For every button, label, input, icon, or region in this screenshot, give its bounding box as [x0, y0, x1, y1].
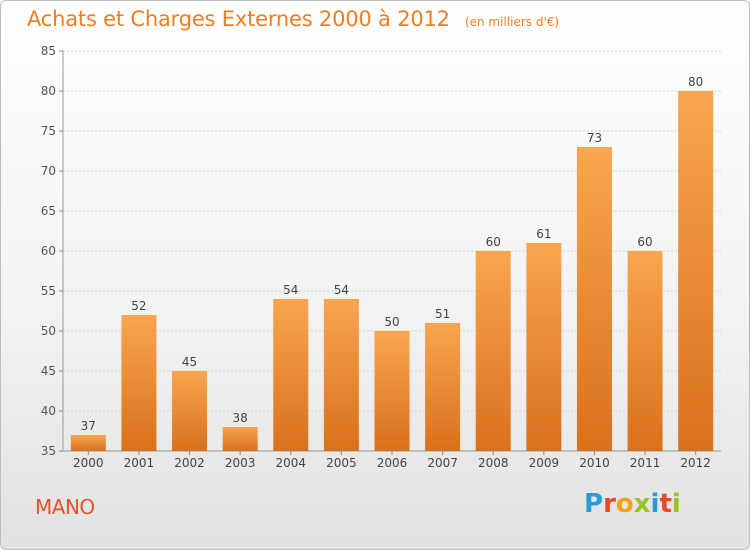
chart-title: Achats et Charges Externes 2000 à 2012 (…	[27, 7, 559, 31]
bar-2001	[121, 315, 157, 451]
value-label-2005: 54	[334, 283, 349, 297]
y-tick-label: 80	[41, 84, 56, 98]
data-labels: 37 52 45 38 54 54 50 51 60 61 73 60 80	[81, 75, 704, 433]
x-tick-label: 2000	[73, 456, 104, 470]
y-tick-label: 70	[41, 164, 56, 178]
proxiti-logo: Proxiti	[584, 489, 681, 519]
logo-letter: i	[671, 489, 681, 519]
value-label-2012: 80	[688, 75, 703, 89]
value-label-2010: 73	[587, 131, 602, 145]
bar-2011	[627, 251, 663, 451]
bar-2008	[475, 251, 511, 451]
x-tick-label: 2012	[680, 456, 711, 470]
x-tick-label: 2003	[225, 456, 256, 470]
value-label-2009: 61	[536, 227, 551, 241]
x-tick-label: 2009	[529, 456, 560, 470]
value-label-2003: 38	[233, 411, 248, 425]
x-tick-label: 2008	[478, 456, 509, 470]
x-tick-label: 2010	[579, 456, 610, 470]
bar-2000	[70, 435, 106, 451]
logo-letter: r	[603, 489, 616, 519]
value-label-2004: 54	[283, 283, 298, 297]
logo-letter: t	[659, 489, 672, 519]
bar-2006	[374, 331, 410, 451]
bars	[70, 91, 714, 451]
x-tick-label: 2004	[275, 456, 306, 470]
value-label-2002: 45	[182, 355, 197, 369]
y-tick-label: 50	[41, 324, 56, 338]
x-tick-label: 2006	[377, 456, 408, 470]
value-label-2008: 60	[486, 235, 501, 249]
value-label-2011: 60	[637, 235, 652, 249]
y-tick-label: 65	[41, 204, 56, 218]
bar-2009	[526, 243, 562, 451]
chart-unit-label: (en milliers d'€)	[464, 15, 560, 29]
commune-name: MANO	[35, 495, 95, 519]
value-label-2001: 52	[131, 299, 146, 313]
x-tick-label: 2011	[630, 456, 661, 470]
chart-title-text: Achats et Charges Externes 2000 à 2012	[27, 7, 450, 31]
bar-2004	[273, 299, 309, 451]
bar-2010	[576, 147, 612, 451]
value-label-2007: 51	[435, 307, 450, 321]
logo-letter: i	[650, 489, 660, 519]
x-tick-label: 2005	[326, 456, 357, 470]
logo-letter: P	[584, 489, 604, 519]
bar-2005	[323, 299, 359, 451]
logo-letter: o	[615, 489, 634, 519]
y-tick-label: 85	[41, 44, 56, 58]
y-tick-label: 45	[41, 364, 56, 378]
bar-2002	[172, 371, 208, 451]
logo-letter: x	[633, 489, 651, 519]
bar-2007	[425, 323, 461, 451]
y-tick-label: 75	[41, 124, 56, 138]
y-tick-label: 40	[41, 404, 56, 418]
x-tick-label: 2002	[174, 456, 205, 470]
x-tick-label: 2001	[124, 456, 155, 470]
value-label-2006: 50	[384, 315, 399, 329]
bar-2012	[678, 91, 714, 451]
bar-2003	[222, 427, 258, 451]
value-label-2000: 37	[81, 419, 96, 433]
y-tick-label: 55	[41, 284, 56, 298]
x-tick-label: 2007	[427, 456, 458, 470]
y-tick-label: 60	[41, 244, 56, 258]
y-tick-label: 35	[41, 444, 56, 458]
